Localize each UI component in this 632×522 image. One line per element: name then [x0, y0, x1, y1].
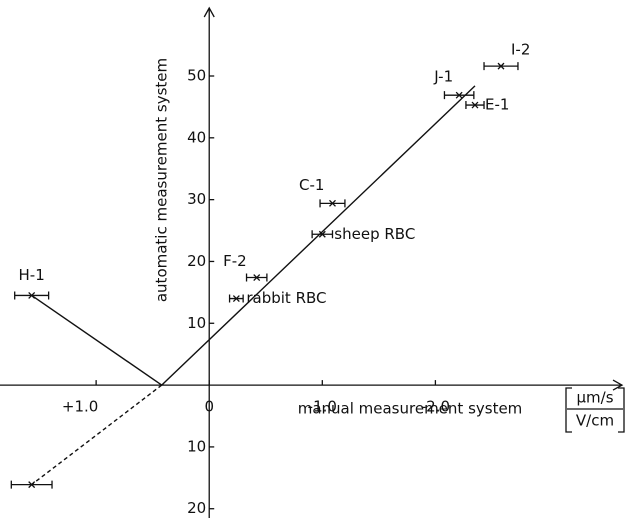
x-axis-arrow: [612, 379, 624, 391]
x-tick-label: +1.0: [62, 398, 98, 416]
y-axis-label: automatic measurement system: [153, 58, 171, 302]
x-tick-label: -1.0: [308, 398, 337, 416]
fit-line: [31, 384, 163, 486]
point-label: J-1: [433, 68, 453, 86]
point-label: H-1: [19, 266, 45, 284]
point: [497, 62, 505, 70]
point-label: F-2: [223, 252, 247, 270]
point-label: rabbit RBC: [246, 289, 326, 307]
y-tick-label: 20: [187, 499, 206, 517]
x-axis-label: manual measurement system: [298, 400, 523, 418]
point: [455, 91, 463, 99]
y-tick-label: 20: [187, 252, 206, 270]
y-tick-label: 30: [187, 190, 206, 208]
point-label: E-1: [485, 96, 509, 114]
x-unit-bottom: V/cm: [576, 412, 614, 430]
point-label: sheep RBC: [334, 225, 415, 243]
point: [232, 295, 240, 303]
point: [471, 101, 479, 109]
x-unit-top: µm/s: [576, 389, 613, 407]
unit-brackets: [565, 387, 625, 433]
point: [28, 481, 36, 489]
x-tick-label: 0: [204, 398, 214, 416]
point-label: I-2: [511, 41, 530, 59]
point: [28, 291, 36, 299]
point: [253, 274, 261, 281]
y-tick-label: 40: [187, 128, 206, 146]
y-tick-label: 10: [187, 437, 206, 455]
point: [329, 199, 336, 207]
y-tick-label: 50: [187, 67, 206, 85]
y-axis-arrow: [203, 6, 215, 18]
fit-line: [31, 294, 163, 386]
x-tick-label: -2.0: [421, 398, 450, 416]
fit-line: [161, 85, 476, 386]
point-label: C-1: [299, 176, 324, 194]
point: [318, 230, 326, 238]
y-tick-label: 10: [187, 314, 206, 332]
